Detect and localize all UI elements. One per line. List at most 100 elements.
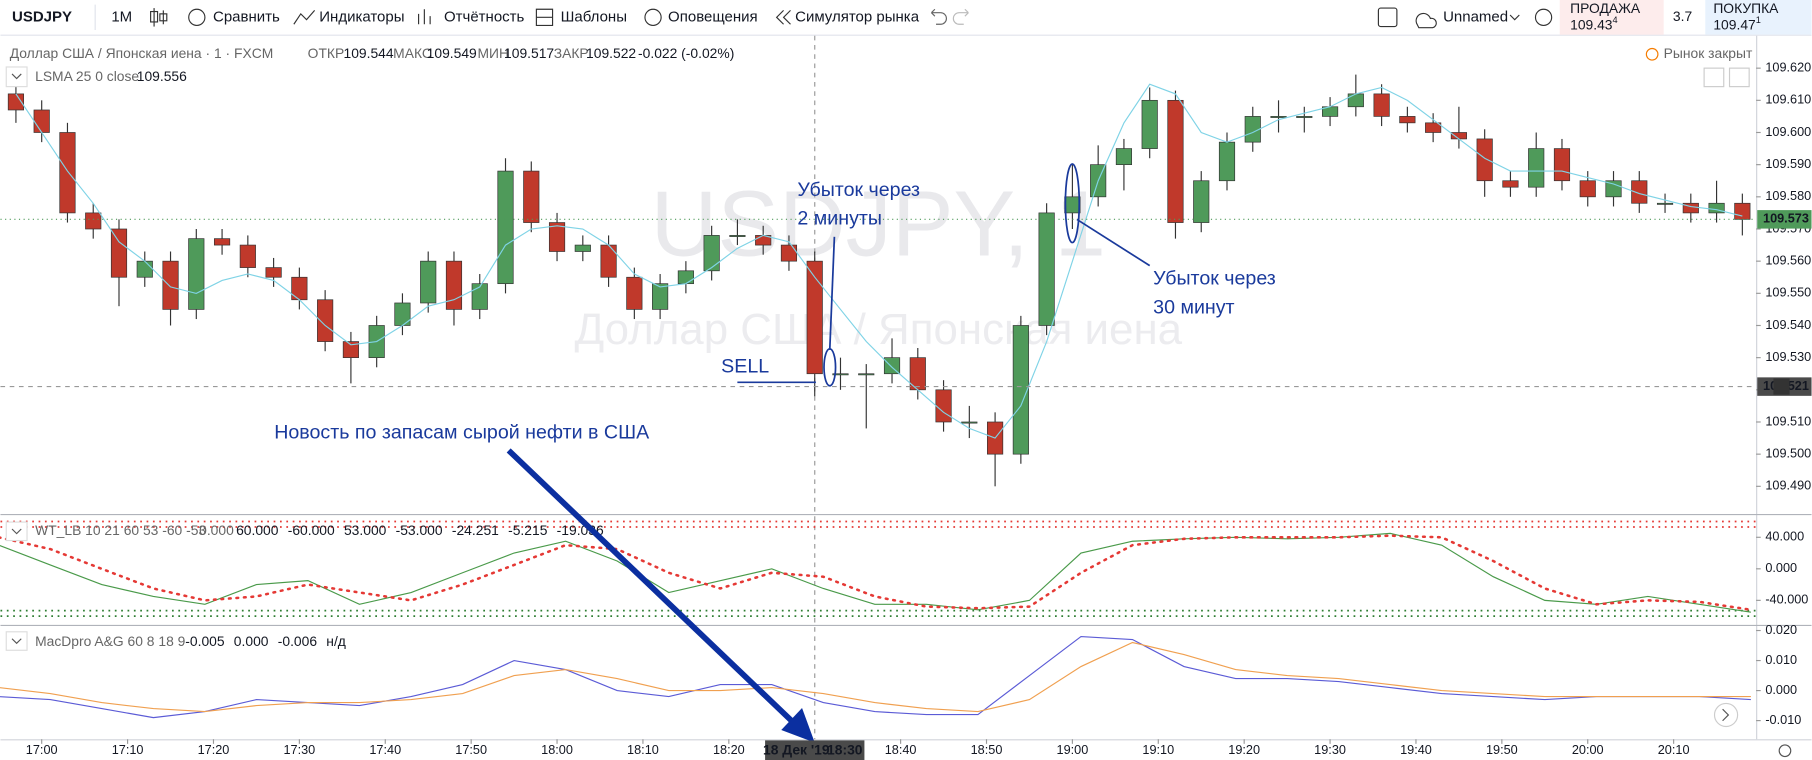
- candle-body: [497, 170, 514, 285]
- sell-button[interactable]: [1559, 0, 1664, 35]
- reset-button[interactable]: [1728, 67, 1750, 88]
- x-tick-label: 18:10: [627, 743, 659, 757]
- fullscreen-icon[interactable]: [1377, 7, 1398, 28]
- candle-body: [1167, 99, 1184, 223]
- candle-body: [935, 389, 952, 423]
- candle-body: [1631, 180, 1648, 204]
- y-tick-label: 0.000: [1765, 561, 1797, 575]
- high-label: МАКС: [393, 45, 432, 61]
- toolbar-button[interactable]: Сравнить: [213, 8, 280, 25]
- plots: 109.490109.500109.510109.520109.530109.5…: [0, 61, 1812, 757]
- candle-body: [33, 109, 50, 133]
- compare-icon[interactable]: [188, 8, 206, 26]
- replay-icon[interactable]: [775, 9, 791, 25]
- x-tick-label: 19:30: [1314, 743, 1346, 757]
- toolbar-button[interactable]: Индикаторы: [319, 8, 404, 25]
- watermark-symbol: USDJPY, 1: [651, 171, 1106, 275]
- line-series: [15, 83, 1743, 439]
- candle-body: [961, 421, 978, 424]
- candle-body: [1502, 180, 1519, 188]
- header: Доллар США / Японская иена · 1 · FXCM ОТ…: [5, 45, 1753, 651]
- x-tick-label: 19:20: [1228, 743, 1260, 757]
- y-tick-label: 0.010: [1765, 653, 1797, 667]
- candle-body: [858, 373, 875, 376]
- collapse-button[interactable]: [5, 66, 28, 88]
- indicator-readout: -0.006: [278, 633, 318, 649]
- candle-body: [1708, 202, 1725, 214]
- last-price-label: 109.573: [1763, 212, 1809, 226]
- y-tick-label: 0.000: [1765, 683, 1797, 697]
- indicator-value: 0.000: [199, 522, 234, 538]
- candle-body: [600, 244, 617, 278]
- close-label: ЗАКР: [554, 45, 589, 61]
- candle-body: [7, 93, 25, 111]
- y-tick-label: -0.010: [1765, 713, 1801, 727]
- symbol[interactable]: USDJPY: [12, 8, 72, 25]
- candle-body: [729, 235, 746, 237]
- candle-body: [1553, 148, 1571, 182]
- x-tick-label: 19:40: [1400, 743, 1432, 757]
- annotations: Убыток через 2 минуты Убыток через 30 ми…: [274, 163, 1276, 743]
- annotation: Убыток через: [797, 179, 920, 201]
- y-tick-label: 109.560: [1765, 254, 1811, 268]
- settings-icon[interactable]: [1778, 744, 1792, 758]
- collapse-button[interactable]: [5, 521, 28, 542]
- line-series: [0, 532, 1751, 613]
- candle-body: [1244, 116, 1261, 143]
- scroll-right-button[interactable]: [1713, 702, 1739, 728]
- y-tick-label: -40.000: [1765, 593, 1808, 607]
- undo-icon[interactable]: [931, 8, 947, 25]
- x-tick-label: 18:50: [971, 743, 1003, 757]
- candle-body: [1425, 122, 1442, 133]
- scroll-button[interactable]: [1703, 67, 1725, 88]
- collapse-button[interactable]: [5, 631, 28, 651]
- indicator-readout: -0.005: [185, 633, 225, 649]
- bar-style-icon[interactable]: [150, 8, 168, 27]
- candle-body: [1682, 202, 1699, 214]
- crosshair-button: [1773, 378, 1790, 395]
- indicators-icon[interactable]: [293, 10, 316, 25]
- news-arrow: [506, 448, 798, 727]
- x-tick-label: 17:30: [283, 743, 315, 757]
- x-tick-label: 17:50: [455, 743, 487, 757]
- market-status-icon: [1645, 47, 1659, 61]
- buy-button[interactable]: [1705, 0, 1812, 35]
- instrument: Доллар США / Японская иена · 1 · FXCM: [10, 45, 274, 61]
- candle-body: [85, 212, 102, 230]
- indicator-readout: -5.215: [508, 522, 548, 538]
- toolbar-button[interactable]: Шаблоны: [561, 8, 627, 25]
- layout-name[interactable]: Unnamed: [1443, 8, 1508, 25]
- toolbar-button[interactable]: Симулятор рынка: [795, 8, 920, 25]
- sell-price: 109.434: [1570, 15, 1618, 32]
- indicator-readout: 53.000: [344, 522, 387, 538]
- candle-body: [110, 228, 128, 278]
- x-tick-label: 19:10: [1142, 743, 1174, 757]
- toolbar-button[interactable]: Оповещения: [668, 8, 758, 25]
- templates-icon[interactable]: [535, 8, 554, 26]
- candle-body: [1528, 148, 1545, 188]
- line-series: [0, 534, 1753, 612]
- cloud-icon[interactable]: [1415, 12, 1437, 29]
- candle-body: [1399, 116, 1416, 124]
- high-value: 109.549: [427, 45, 477, 61]
- watermark-description: Доллар США / Японская иена: [574, 305, 1182, 354]
- x-tick-label: 19:00: [1057, 743, 1089, 757]
- x-tick-label: 19:50: [1486, 743, 1518, 757]
- redo-icon[interactable]: [952, 8, 969, 25]
- candle-body: [652, 283, 669, 310]
- y-tick-label: 109.490: [1765, 479, 1811, 493]
- candle-body: [1141, 99, 1158, 149]
- dropdown-icon[interactable]: [1509, 14, 1520, 21]
- interval[interactable]: 1М: [111, 8, 132, 25]
- candle-body: [445, 260, 463, 310]
- sell-price-main: 109.43: [1570, 16, 1613, 32]
- alerts-icon[interactable]: [644, 8, 662, 26]
- settings-icon[interactable]: [1534, 8, 1553, 26]
- x-tick-label: 20:10: [1658, 743, 1690, 757]
- financials-icon[interactable]: [418, 9, 431, 25]
- candle-body: [1450, 132, 1467, 140]
- last-price-tag: [1757, 210, 1812, 229]
- open-label: ОТКР: [308, 45, 345, 61]
- toolbar-button[interactable]: Отчётность: [444, 8, 525, 25]
- candle-body: [420, 260, 437, 304]
